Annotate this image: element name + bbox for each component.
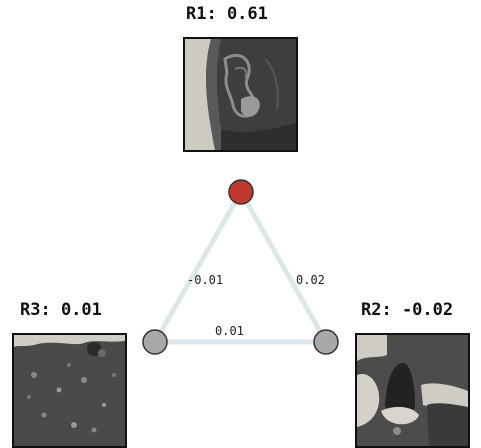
r1-label: R1: 0.61 bbox=[186, 4, 268, 24]
edge-r1-r3 bbox=[152, 189, 244, 345]
r2-ct-image bbox=[357, 335, 468, 446]
node-r2 bbox=[313, 329, 339, 355]
r1-ct-thumbnail bbox=[183, 37, 298, 152]
edge-r1-r2 bbox=[238, 189, 329, 345]
r1-ct-image bbox=[185, 39, 296, 150]
edge-label-r1-r2: 0.02 bbox=[296, 273, 325, 287]
r3-ct-thumbnail bbox=[12, 333, 127, 448]
r2-ct-thumbnail bbox=[355, 333, 470, 448]
r3-label: R3: 0.01 bbox=[20, 300, 102, 320]
r2-label: R2: -0.02 bbox=[361, 300, 454, 320]
edge-label-r1-r3: -0.01 bbox=[187, 273, 224, 287]
node-r3 bbox=[142, 329, 168, 355]
r3-ct-image bbox=[14, 335, 125, 446]
node-r1 bbox=[228, 179, 254, 205]
edge-label-r3-r2: 0.01 bbox=[215, 324, 244, 338]
